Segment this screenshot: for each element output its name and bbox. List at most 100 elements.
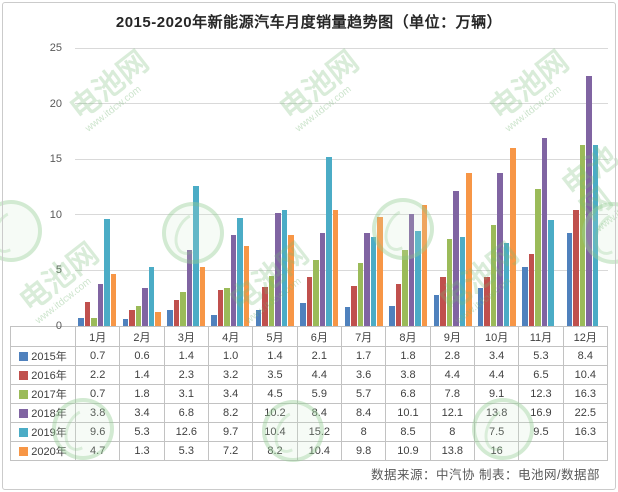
bar-2016年-4月 xyxy=(217,290,224,326)
month-header-cell: 3月 xyxy=(163,326,209,347)
gridline xyxy=(75,47,608,49)
table-row-2018年: 2018年 3.8 3.4 6.8 8.2 10.2 8.4 8.4 10.1 12.1 13.8 1… xyxy=(10,403,609,423)
value-cell: 3.6 xyxy=(340,365,387,385)
y-tick-label: 25 xyxy=(49,42,62,54)
bar-2019年-5月 xyxy=(281,210,288,326)
value-cell: 4.4 xyxy=(473,365,520,385)
bar-group-6月 xyxy=(297,48,341,326)
bar-2016年-12月 xyxy=(573,210,579,326)
bar-2016年-5月 xyxy=(262,287,268,326)
bar-2016年-1月 xyxy=(84,301,91,326)
legend-cell: 2017年 xyxy=(10,384,76,404)
value-cell: 3.1 xyxy=(163,384,209,404)
bar-group-8月 xyxy=(386,48,430,326)
bar-2016年-6月 xyxy=(306,277,313,326)
bar-2018年-1月 xyxy=(97,283,104,326)
value-cell: 9.6 xyxy=(74,422,121,442)
bar-2017年-7月 xyxy=(357,262,364,326)
bar-2016年-10月 xyxy=(484,277,490,326)
table-row-2017年: 2017年 0.7 1.8 3.1 3.4 4.5 5.9 5.7 6.8 7.8 9.1 12.3 1… xyxy=(10,384,609,404)
value-cell: 5.9 xyxy=(296,384,342,404)
value-cell: 3.4 xyxy=(473,346,520,366)
bar-2017年-4月 xyxy=(224,288,230,326)
bar-2020年-3月 xyxy=(199,267,206,326)
y-tick-label: 10 xyxy=(49,208,62,221)
value-cell: 13.8 xyxy=(429,441,475,461)
value-cell: 4.5 xyxy=(252,384,298,404)
value-cell: 10.4 xyxy=(252,422,298,442)
y-axis: 0 5 10 15 20 25 xyxy=(30,42,68,332)
bar-2017年-8月 xyxy=(402,250,408,326)
bar-2017年-6月 xyxy=(313,260,319,326)
value-cell: 5.3 xyxy=(518,346,564,366)
bar-group-7月 xyxy=(342,48,386,326)
value-cell: 1.0 xyxy=(207,346,254,366)
table-row-2019年: 2019年 9.6 5.3 12.6 9.7 10.4 15.2 8 8.5 8 7.5 9.5 16.… xyxy=(10,422,609,442)
source-note: 数据来源：中汽协 制表：电池网/数据部 xyxy=(371,468,600,482)
value-cell: 9.1 xyxy=(473,384,520,404)
bar-group-3月 xyxy=(164,48,208,326)
legend-label: 2017年 xyxy=(31,389,67,401)
bar-2019年-4月 xyxy=(237,218,243,326)
bar-2018年-4月 xyxy=(230,234,237,326)
value-cell: 0.6 xyxy=(119,346,165,366)
value-cell: 7.8 xyxy=(429,384,475,404)
legend-label: 2016年 xyxy=(31,370,67,382)
month-header-cell: 4月 xyxy=(207,326,254,347)
bar-2017年-11月 xyxy=(535,189,541,326)
bar-2018年-5月 xyxy=(275,212,281,326)
bar-group-12月 xyxy=(564,48,608,326)
table-row-2015年: 2015年 0.7 0.6 1.4 1.0 1.4 2.1 1.7 1.8 2.8 3.4 5.3 8.… xyxy=(10,346,609,366)
legend-label: 2015年 xyxy=(31,351,67,363)
bar-2016年-7月 xyxy=(351,285,357,326)
chart-data-table: 1月 2月 3月 4月 5月 6月 7月 8月 9月 10月 11月 12月 2015年 0.7 0.6 1.… xyxy=(10,326,609,461)
bar-2016年-11月 xyxy=(528,253,535,326)
value-cell: 0.7 xyxy=(74,346,121,366)
bar-2015年-11月 xyxy=(522,267,528,326)
bar-group-10月 xyxy=(475,48,519,326)
value-cell: 8 xyxy=(340,422,387,442)
bar-2016年-2月 xyxy=(129,310,135,326)
legend-cell: 2016年 xyxy=(10,365,76,385)
bar-2017年-5月 xyxy=(268,275,275,326)
bar-2019年-8月 xyxy=(415,231,421,326)
month-header-cell: 12月 xyxy=(562,326,609,347)
bar-2020年-8月 xyxy=(421,204,428,326)
month-header-row: 1月 2月 3月 4月 5月 6月 7月 8月 9月 10月 11月 12月 xyxy=(10,326,609,347)
bar-2018年-7月 xyxy=(364,232,370,326)
bar-group-9月 xyxy=(430,48,474,326)
value-cell: 8.2 xyxy=(252,441,298,461)
bar-2015年-10月 xyxy=(477,288,484,326)
bar-2015年-4月 xyxy=(211,314,217,326)
bar-group-1月 xyxy=(75,48,119,326)
y-tick-label: 20 xyxy=(49,97,62,110)
month-header-cell: 8月 xyxy=(385,326,431,347)
bar-group-2月 xyxy=(119,48,163,326)
value-cell: 12.6 xyxy=(163,422,209,442)
value-cell: 3.5 xyxy=(252,365,298,385)
value-cell xyxy=(562,441,609,461)
legend-swatch xyxy=(19,352,29,361)
bar-2019年-2月 xyxy=(148,267,155,326)
y-tick-label: 15 xyxy=(49,153,62,166)
bar-2018年-12月 xyxy=(586,75,592,326)
value-cell: 16.3 xyxy=(562,422,609,442)
bar-2016年-8月 xyxy=(395,283,402,326)
value-cell: 13.8 xyxy=(473,403,520,423)
gridline xyxy=(75,158,608,160)
legend-cell: 2020年 xyxy=(10,441,76,461)
value-cell: 12.1 xyxy=(429,403,475,423)
bar-2019年-11月 xyxy=(548,220,554,326)
value-cell: 5.3 xyxy=(163,441,209,461)
table-row-2020年: 2020年 4.7 1.3 5.3 7.2 8.2 10.4 9.8 10.9 13.8 16 xyxy=(10,441,609,461)
value-cell: 1.8 xyxy=(385,346,431,366)
value-cell: 2.2 xyxy=(74,365,121,385)
value-cell: 8 xyxy=(429,422,475,442)
value-cell: 1.8 xyxy=(119,384,165,404)
value-cell: 10.4 xyxy=(296,441,342,461)
value-cell: 16 xyxy=(473,441,520,461)
bar-2015年-9月 xyxy=(433,294,440,326)
table-row-2016年: 2016年 2.2 1.4 2.3 3.2 3.5 4.4 3.6 3.8 4.4 4.4 6.5 10… xyxy=(10,365,609,385)
value-cell xyxy=(518,441,564,461)
value-cell: 1.7 xyxy=(340,346,387,366)
